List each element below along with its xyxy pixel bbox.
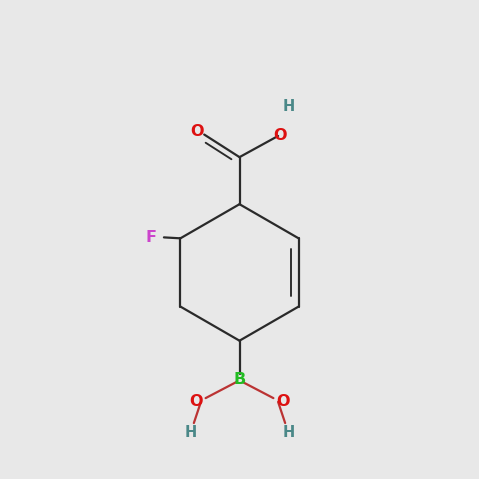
Text: F: F	[145, 230, 156, 245]
Text: O: O	[190, 124, 204, 139]
Text: H: H	[283, 99, 295, 114]
Text: O: O	[276, 394, 289, 410]
Text: O: O	[190, 394, 203, 410]
Text: B: B	[233, 372, 246, 387]
Text: H: H	[184, 425, 197, 440]
Text: H: H	[282, 425, 295, 440]
Text: O: O	[274, 128, 287, 143]
